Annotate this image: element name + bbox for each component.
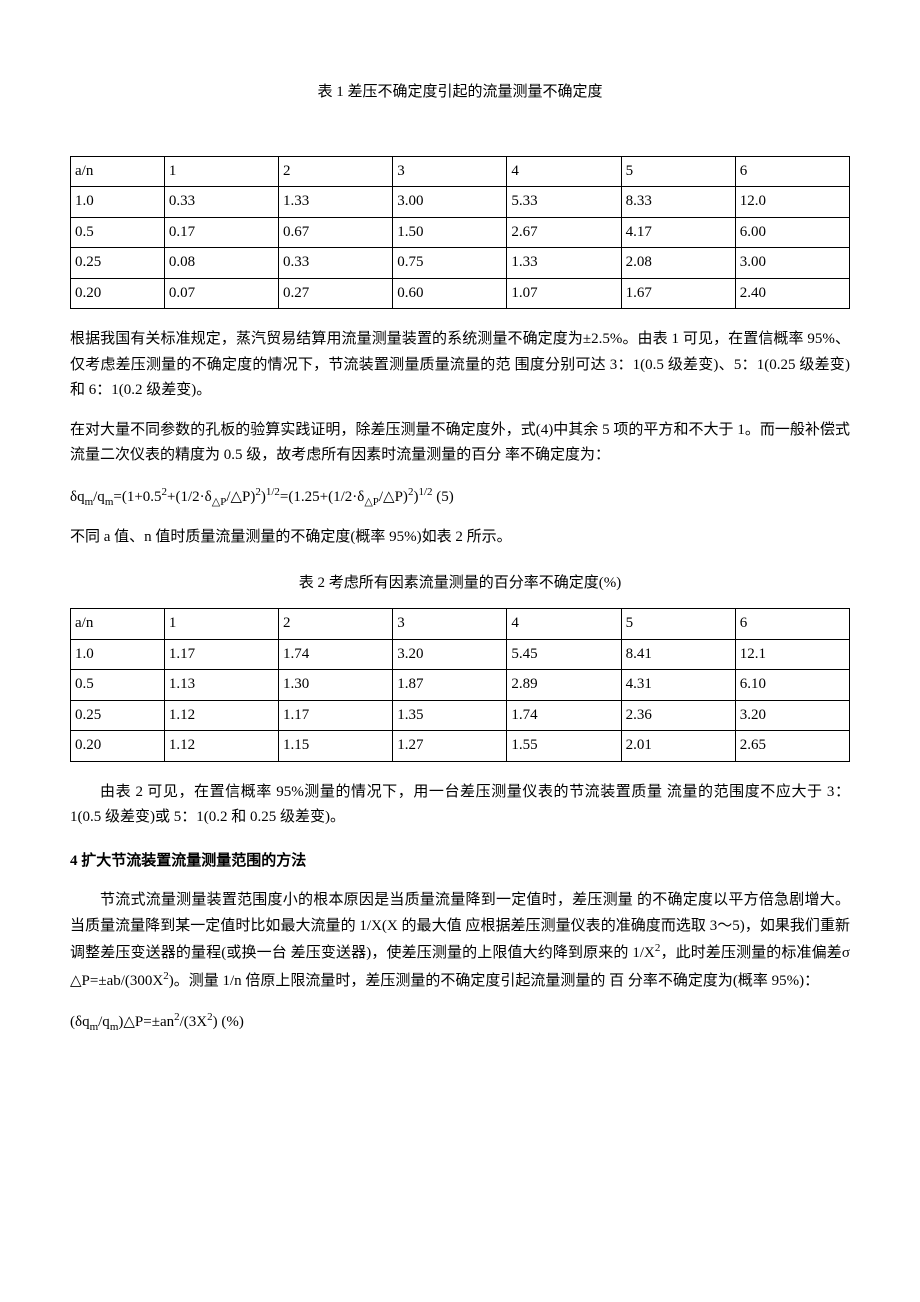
- table-cell: 6: [735, 609, 849, 640]
- table-cell: 4.17: [621, 217, 735, 248]
- table-row: 1.0 1.17 1.74 3.20 5.45 8.41 12.1: [71, 639, 850, 670]
- table-cell: 1.33: [507, 248, 621, 279]
- table-cell: 1.0: [71, 639, 165, 670]
- table-cell: 2.40: [735, 278, 849, 309]
- formula-2: (δqm/qm)△P=±an2/(3X2) (%): [70, 1008, 850, 1037]
- table-cell: 1.55: [507, 731, 621, 762]
- table-cell: 1.67: [621, 278, 735, 309]
- table-cell: 2.65: [735, 731, 849, 762]
- table-row: 1.0 0.33 1.33 3.00 5.33 8.33 12.0: [71, 187, 850, 218]
- table-cell: 0.33: [164, 187, 278, 218]
- table-cell: 0.25: [71, 248, 165, 279]
- table-cell: 0.33: [279, 248, 393, 279]
- table-cell: 3.20: [393, 639, 507, 670]
- table-cell: 12.0: [735, 187, 849, 218]
- paragraph: 由表 2 可见，在置信概率 95%测量的情况下，用一台差压测量仪表的节流装置质量…: [70, 780, 850, 831]
- table-row: 0.20 1.12 1.15 1.27 1.55 2.01 2.65: [71, 731, 850, 762]
- table-cell: 3.00: [393, 187, 507, 218]
- paragraph: 节流式流量测量装置范围度小的根本原因是当质量流量降到一定值时，差压测量 的不确定…: [70, 888, 850, 994]
- table-cell: 0.60: [393, 278, 507, 309]
- table-cell: 1.74: [507, 700, 621, 731]
- table-cell: 8.33: [621, 187, 735, 218]
- table-cell: 1.12: [164, 700, 278, 731]
- table-cell: 2.08: [621, 248, 735, 279]
- table-cell: 1.33: [279, 187, 393, 218]
- table-cell: 1: [164, 156, 278, 187]
- table-cell: 1.13: [164, 670, 278, 701]
- table-row: 0.5 1.13 1.30 1.87 2.89 4.31 6.10: [71, 670, 850, 701]
- table-cell: 6: [735, 156, 849, 187]
- table-cell: 0.20: [71, 731, 165, 762]
- table-row: 0.25 1.12 1.17 1.35 1.74 2.36 3.20: [71, 700, 850, 731]
- table-cell: 0.07: [164, 278, 278, 309]
- table-cell: 3: [393, 156, 507, 187]
- table-cell: 1.15: [279, 731, 393, 762]
- table-cell: 0.75: [393, 248, 507, 279]
- table-row: a/n 1 2 3 4 5 6: [71, 156, 850, 187]
- table-cell: a/n: [71, 156, 165, 187]
- table2: a/n 1 2 3 4 5 6 1.0 1.17 1.74 3.20 5.45 …: [70, 608, 850, 762]
- table-cell: 0.20: [71, 278, 165, 309]
- table1: a/n 1 2 3 4 5 6 1.0 0.33 1.33 3.00 5.33 …: [70, 156, 850, 310]
- table-cell: 5.33: [507, 187, 621, 218]
- table-cell: 1.35: [393, 700, 507, 731]
- table-row: 0.25 0.08 0.33 0.75 1.33 2.08 3.00: [71, 248, 850, 279]
- table-cell: 2.67: [507, 217, 621, 248]
- table-cell: 1.12: [164, 731, 278, 762]
- table-cell: 5.45: [507, 639, 621, 670]
- table-cell: 3.20: [735, 700, 849, 731]
- table-cell: 1.17: [164, 639, 278, 670]
- paragraph: 根据我国有关标准规定，蒸汽贸易结算用流量测量装置的系统测量不确定度为±2.5%。…: [70, 327, 850, 404]
- table-cell: 1.50: [393, 217, 507, 248]
- table-cell: 1.07: [507, 278, 621, 309]
- table-cell: 12.1: [735, 639, 849, 670]
- table-cell: 5: [621, 609, 735, 640]
- table-cell: 0.08: [164, 248, 278, 279]
- table-cell: 1.0: [71, 187, 165, 218]
- table-cell: 3: [393, 609, 507, 640]
- section-4-heading: 4 扩大节流装置流量测量范围的方法: [70, 849, 850, 875]
- table-cell: 4: [507, 156, 621, 187]
- table-row: 0.5 0.17 0.67 1.50 2.67 4.17 6.00: [71, 217, 850, 248]
- table2-caption: 表 2 考虑所有因素流量测量的百分率不确定度(%): [70, 571, 850, 597]
- table-cell: 2.89: [507, 670, 621, 701]
- table-cell: 1.87: [393, 670, 507, 701]
- table-cell: 6.00: [735, 217, 849, 248]
- table-cell: 1.30: [279, 670, 393, 701]
- table-cell: 0.5: [71, 217, 165, 248]
- table-cell: 1.74: [279, 639, 393, 670]
- table-cell: 4: [507, 609, 621, 640]
- table-cell: 5: [621, 156, 735, 187]
- table-cell: 2: [279, 609, 393, 640]
- paragraph: 不同 a 值、n 值时质量流量测量的不确定度(概率 95%)如表 2 所示。: [70, 525, 850, 551]
- table-cell: 0.25: [71, 700, 165, 731]
- paragraph: 在对大量不同参数的孔板的验算实践证明，除差压测量不确定度外，式(4)中其余 5 …: [70, 418, 850, 469]
- table-row: 0.20 0.07 0.27 0.60 1.07 1.67 2.40: [71, 278, 850, 309]
- table-cell: 0.27: [279, 278, 393, 309]
- table-cell: 1.27: [393, 731, 507, 762]
- table-cell: 6.10: [735, 670, 849, 701]
- table-cell: 1.17: [279, 700, 393, 731]
- table-cell: 3.00: [735, 248, 849, 279]
- table-cell: 2.01: [621, 731, 735, 762]
- table-cell: 4.31: [621, 670, 735, 701]
- table-cell: 0.5: [71, 670, 165, 701]
- table-cell: 0.67: [279, 217, 393, 248]
- table-cell: 8.41: [621, 639, 735, 670]
- table-cell: a/n: [71, 609, 165, 640]
- table-cell: 0.17: [164, 217, 278, 248]
- table-cell: 2: [279, 156, 393, 187]
- table-cell: 1: [164, 609, 278, 640]
- table-row: a/n 1 2 3 4 5 6: [71, 609, 850, 640]
- table-cell: 2.36: [621, 700, 735, 731]
- table1-caption: 表 1 差压不确定度引起的流量测量不确定度: [70, 80, 850, 106]
- formula-1: δqm/qm=(1+0.52+(1/2·δ△P/△P)2)1/2=(1.25+(…: [70, 483, 850, 512]
